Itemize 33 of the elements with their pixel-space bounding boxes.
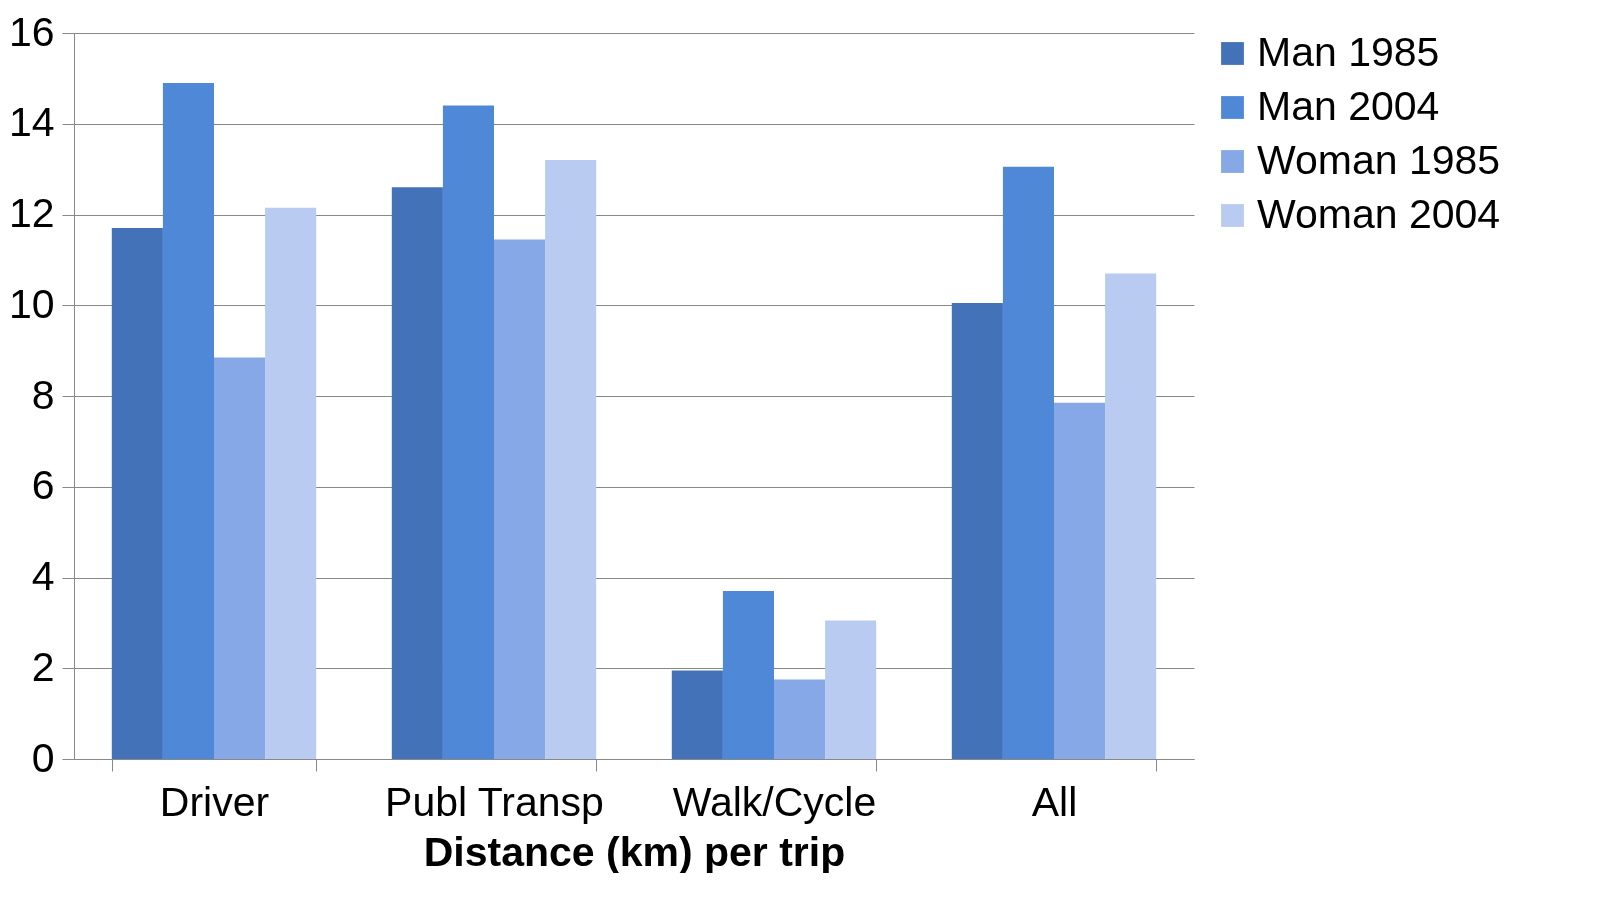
- legend-label: Woman 2004: [1257, 190, 1501, 237]
- y-tick-label: 16: [8, 8, 55, 55]
- bar: [1002, 166, 1054, 759]
- x-tick-label: All: [1031, 778, 1078, 825]
- bar: [494, 239, 546, 759]
- y-tick-label: 4: [31, 553, 55, 599]
- bar: [391, 187, 443, 759]
- bar: [774, 679, 826, 759]
- bar: [722, 591, 774, 759]
- y-tick-label: 8: [31, 371, 55, 418]
- y-tick-label: 14: [8, 99, 55, 146]
- x-tick-label: Walk/Cycle: [672, 778, 877, 825]
- y-tick-label: 0: [31, 734, 55, 781]
- bar: [111, 228, 163, 759]
- bar: [442, 105, 494, 759]
- x-tick-label: Driver: [159, 778, 270, 825]
- y-tick-label: 2: [31, 643, 55, 690]
- bar: [1054, 402, 1106, 759]
- bar: [545, 160, 597, 759]
- bar: [265, 207, 317, 759]
- legend-label: Man 2004: [1257, 82, 1440, 129]
- bar: [825, 620, 877, 759]
- bar: [1105, 273, 1157, 759]
- bar: [162, 82, 214, 759]
- legend-label: Woman 1985: [1257, 136, 1501, 183]
- bar: [671, 670, 723, 759]
- legend-label: Man 1985: [1257, 28, 1440, 75]
- bar: [214, 357, 266, 759]
- bar: [951, 302, 1003, 759]
- x-tick-label: Publ Transp: [385, 778, 604, 825]
- y-tick-label: 12: [8, 190, 55, 236]
- y-tick-label: 6: [31, 462, 55, 509]
- y-tick-label: 10: [8, 280, 55, 327]
